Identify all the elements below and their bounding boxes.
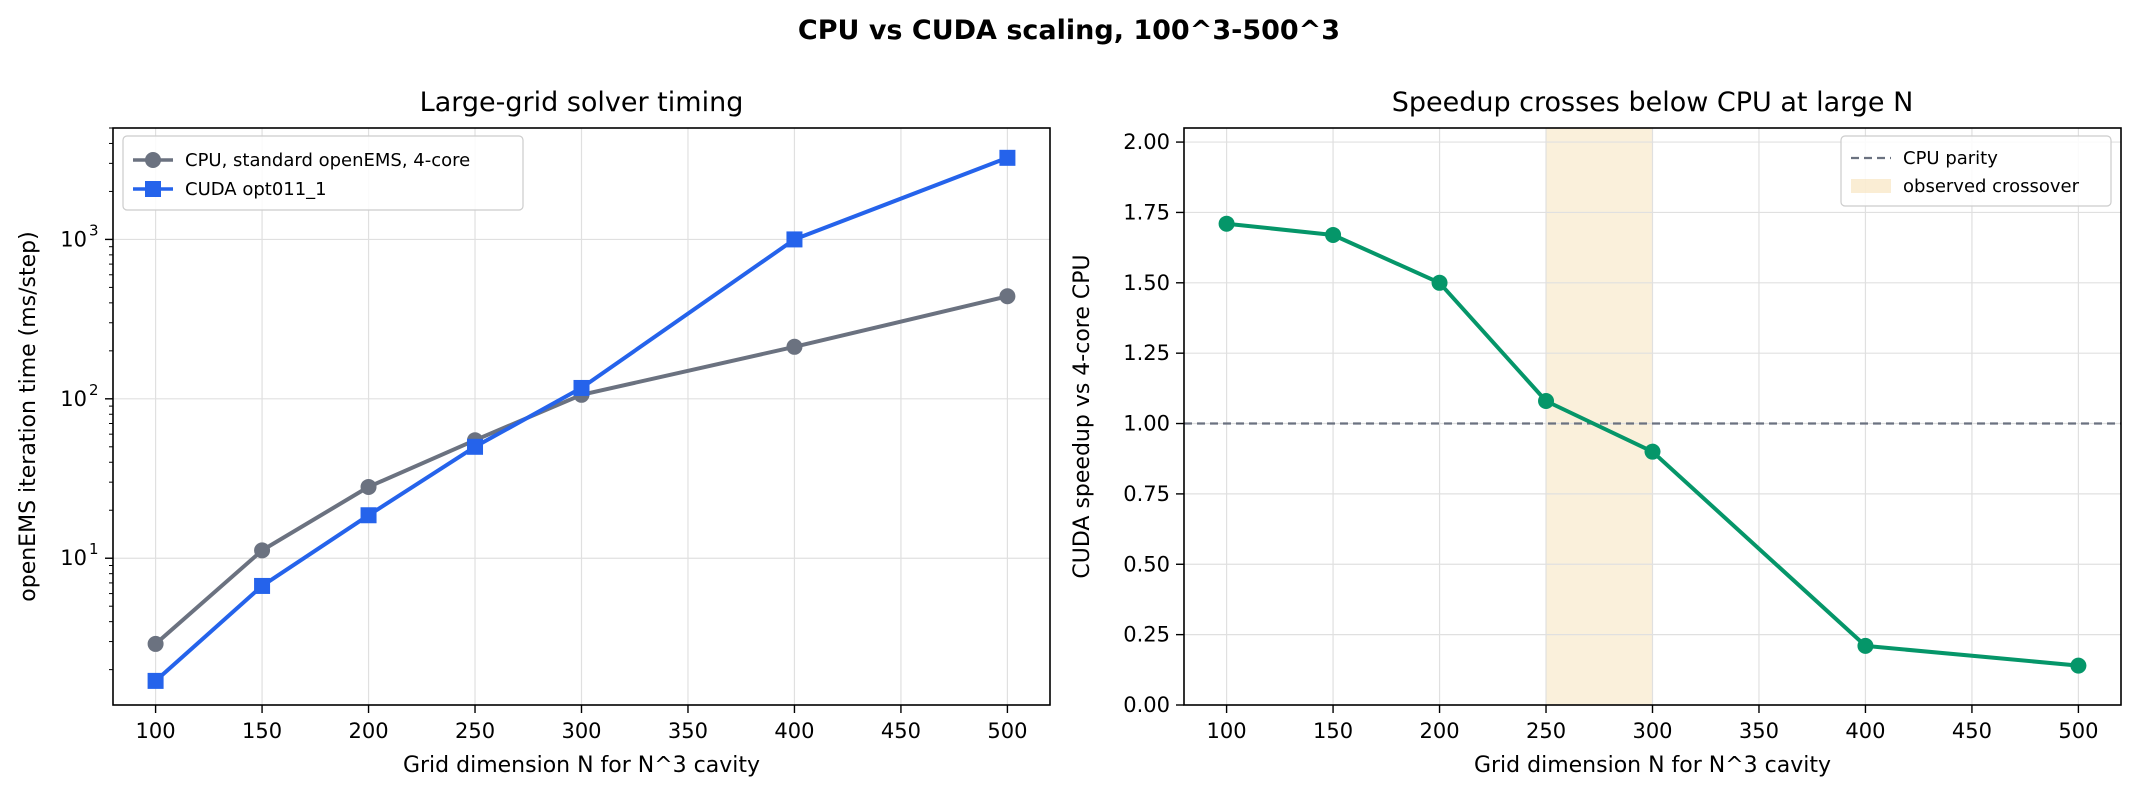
ticks-layer: 100 150 200 250 300 350 400 450 500 0.00 0.25 0.50 0… bbox=[1123, 130, 2098, 743]
y-tick-label: 0.00 bbox=[1123, 693, 1170, 717]
data-point bbox=[467, 438, 484, 455]
data-point bbox=[786, 338, 803, 355]
x-tick-label: 300 bbox=[1632, 719, 1672, 743]
legend: CPU parity observed crossover bbox=[1840, 135, 2112, 207]
x-axis-label: Grid dimension N for N^3 cavity bbox=[403, 753, 760, 778]
grid-layer bbox=[1184, 128, 2121, 706]
legend-marker bbox=[145, 181, 161, 197]
x-tick-label: 100 bbox=[1207, 719, 1247, 743]
y-tick-label: 1.50 bbox=[1123, 271, 1170, 295]
x-tick-label: 450 bbox=[881, 719, 921, 743]
x-tick-label: 500 bbox=[2058, 719, 2098, 743]
x-tick-label: 350 bbox=[668, 719, 708, 743]
x-tick-label: 400 bbox=[774, 719, 814, 743]
data-point bbox=[254, 542, 271, 559]
x-tick-label: 100 bbox=[136, 719, 176, 743]
x-tick-label: 200 bbox=[348, 719, 388, 743]
legend: CPU, standard openEMS, 4-core CUDA opt01… bbox=[122, 135, 524, 211]
y-axis-label: CUDA speedup vs 4-core CPU bbox=[1070, 254, 1095, 578]
data-point bbox=[147, 635, 164, 652]
legend-label: observed crossover bbox=[1903, 176, 2080, 197]
y-tick-label: 10 bbox=[60, 387, 87, 411]
y-tick-exponent: 2 bbox=[89, 381, 99, 399]
x-tick-label: 250 bbox=[1526, 719, 1566, 743]
x-axis-label: Grid dimension N for N^3 cavity bbox=[1474, 753, 1831, 778]
y-tick-label: 0.25 bbox=[1123, 623, 1170, 647]
y-tick-label: 1.00 bbox=[1123, 412, 1170, 436]
data-point bbox=[147, 672, 164, 689]
data-point bbox=[1431, 274, 1448, 291]
data-point bbox=[2070, 657, 2087, 674]
data-point bbox=[1325, 226, 1342, 243]
legend-entry-cpu-parity: CPU parity bbox=[1851, 148, 1998, 169]
x-tick-label: 150 bbox=[1313, 719, 1353, 743]
x-tick-label: 450 bbox=[1952, 719, 1992, 743]
chart-title: Large-grid solver timing bbox=[420, 87, 744, 118]
chart-speedup: 100 150 200 250 300 350 400 450 500 0.00 0.25 0.50 0… bbox=[1070, 87, 2122, 778]
x-tick-label: 150 bbox=[242, 719, 282, 743]
y-tick-label: 0.75 bbox=[1123, 482, 1170, 506]
x-tick-label: 500 bbox=[987, 719, 1027, 743]
x-tick-label: 300 bbox=[561, 719, 601, 743]
legend-box bbox=[1840, 135, 2112, 207]
y-tick-label: 1.25 bbox=[1123, 341, 1170, 365]
data-point bbox=[360, 507, 377, 524]
data-point bbox=[1538, 393, 1555, 410]
crossover-span bbox=[1545, 127, 1653, 706]
data-point bbox=[1218, 215, 1235, 232]
legend-entry-cuda: CUDA opt011_1 bbox=[133, 179, 327, 200]
data-point bbox=[254, 577, 271, 594]
legend-label: CPU, standard openEMS, 4-core bbox=[185, 150, 470, 171]
chart-title: Speedup crosses below CPU at large N bbox=[1392, 87, 1914, 118]
y-tick-label: 0.50 bbox=[1123, 552, 1170, 576]
x-tick-label: 350 bbox=[1739, 719, 1779, 743]
x-tick-label: 250 bbox=[455, 719, 495, 743]
y-tick-exponent: 3 bbox=[89, 221, 99, 239]
legend-label: CUDA opt011_1 bbox=[185, 179, 327, 200]
legend-marker bbox=[145, 152, 161, 168]
x-tick-label: 200 bbox=[1419, 719, 1459, 743]
y-axis-label: openEMS iteration time (ms/step) bbox=[16, 231, 41, 601]
y-tick-label: 10 bbox=[60, 227, 87, 251]
y-tick-label: 2.00 bbox=[1123, 130, 1170, 154]
series-layer bbox=[1218, 215, 2087, 674]
legend-label: CPU parity bbox=[1903, 148, 1998, 169]
span-layer bbox=[1545, 127, 1653, 706]
data-point bbox=[786, 231, 803, 248]
data-point bbox=[999, 288, 1016, 305]
y-tick-exponent: 1 bbox=[89, 540, 99, 558]
series-layer bbox=[147, 149, 1016, 689]
legend-box bbox=[122, 135, 524, 211]
data-point bbox=[1644, 443, 1661, 460]
data-point bbox=[573, 379, 590, 396]
y-tick-label: 10 bbox=[60, 546, 87, 570]
data-point bbox=[999, 149, 1016, 166]
figure-title: CPU vs CUDA scaling, 100^3-500^3 bbox=[798, 15, 1340, 46]
legend-entry-crossover: observed crossover bbox=[1851, 176, 2080, 197]
grid-layer bbox=[113, 128, 1050, 705]
legend-swatch bbox=[1851, 179, 1891, 193]
legend-entry-cpu: CPU, standard openEMS, 4-core bbox=[133, 150, 470, 171]
x-tick-label: 400 bbox=[1845, 719, 1885, 743]
y-tick-label: 1.75 bbox=[1123, 200, 1170, 224]
data-point bbox=[360, 478, 377, 495]
data-point bbox=[1857, 637, 1874, 654]
